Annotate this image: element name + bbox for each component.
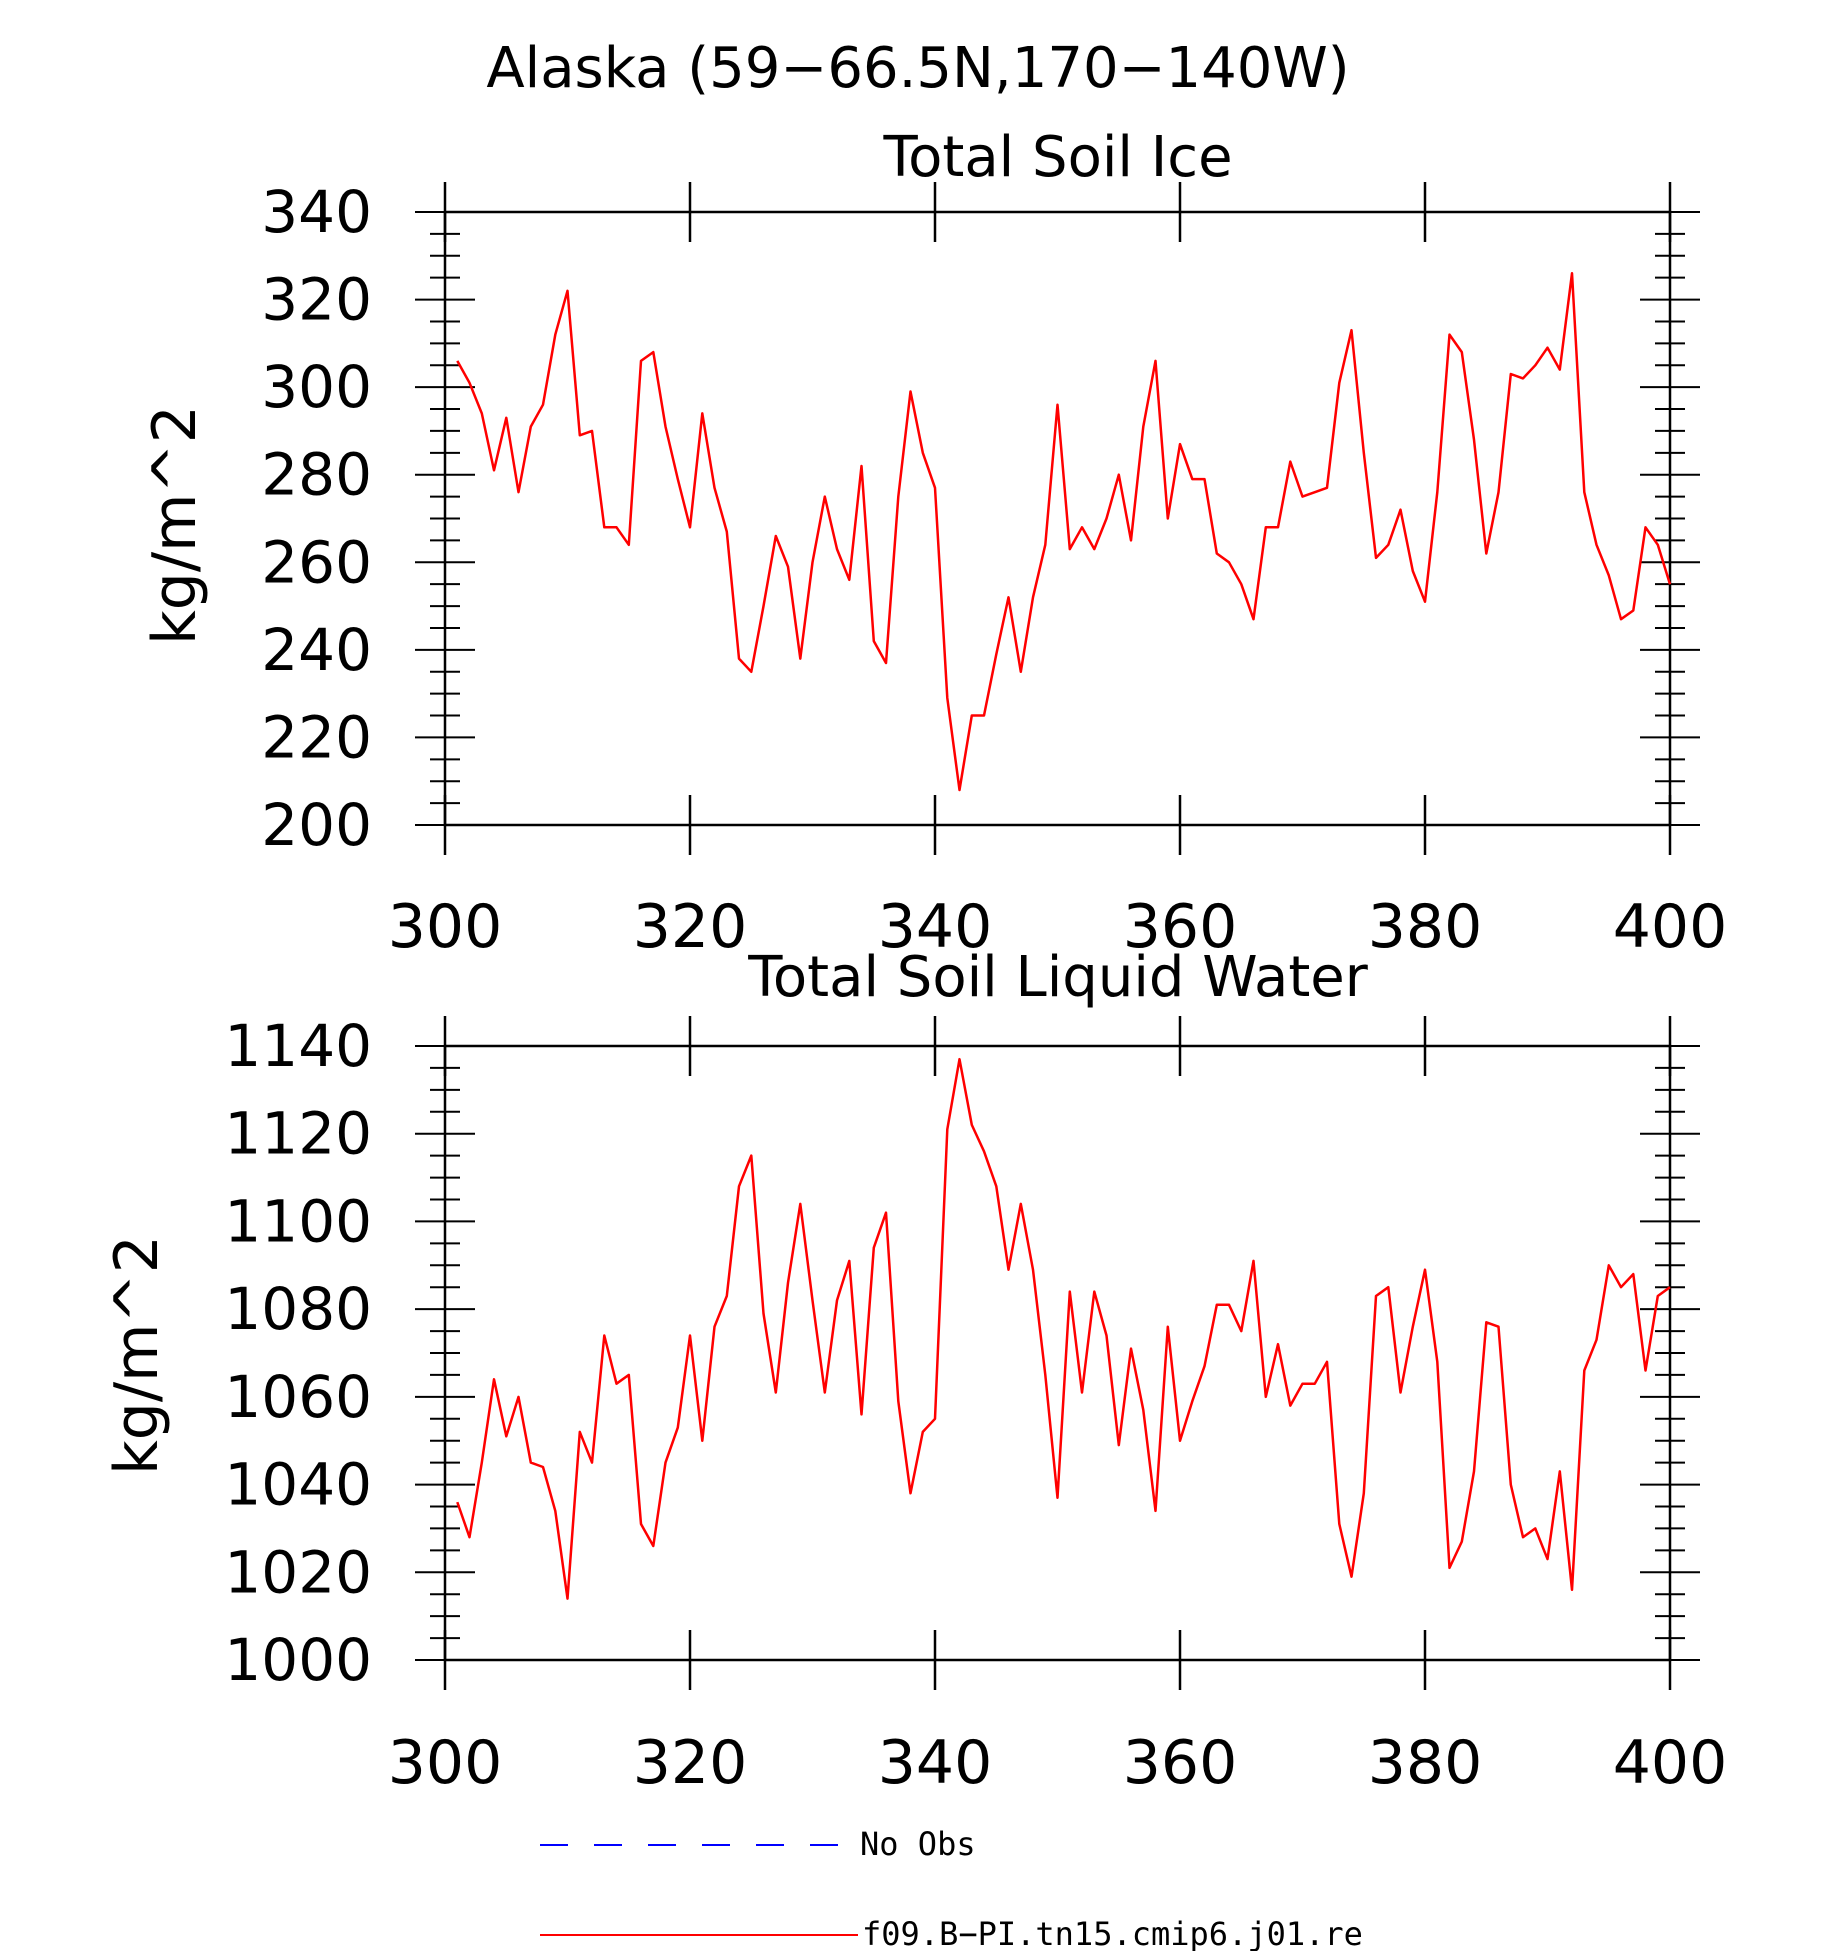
- y-tick-label: 1040: [224, 1451, 372, 1519]
- y-axis-label: kg/m^2: [102, 1235, 172, 1475]
- panel-title: Total Soil Ice: [882, 125, 1232, 190]
- y-tick-label: 240: [261, 616, 372, 684]
- plot-frame: [443, 1044, 1672, 1662]
- y-tick-label: 220: [261, 703, 372, 771]
- x-tick-label: 300: [388, 892, 503, 962]
- x-tick-label: 340: [878, 1728, 993, 1798]
- y-tick-label: 300: [261, 353, 372, 421]
- y-tick-label: 260: [261, 528, 372, 596]
- x-tick-label: 400: [1613, 1728, 1728, 1798]
- x-tick-label: 360: [1123, 1728, 1238, 1798]
- panel-total-soil-liquid-water: Total Soil Liquid Water kg/m^2 1000 1020 104…: [102, 945, 1727, 1798]
- x-tick-label: 380: [1368, 892, 1483, 962]
- y-axis-label: kg/m^2: [140, 405, 210, 645]
- x-tick-label: 400: [1613, 892, 1728, 962]
- y-tick-label: 1080: [224, 1275, 372, 1343]
- series-line: [456, 1057, 1671, 1600]
- x-tick-label: 340: [878, 892, 993, 962]
- series-line: [456, 272, 1672, 792]
- y-tick-label: 340: [261, 178, 372, 246]
- y-tick-label: 200: [261, 791, 372, 859]
- x-tick-label: 320: [633, 892, 748, 962]
- x-tick-label: 360: [1123, 892, 1238, 962]
- y-tick-label: 1020: [224, 1538, 372, 1606]
- x-tick-label: 380: [1368, 1728, 1483, 1798]
- y-tick-label: 1140: [224, 1012, 372, 1080]
- main-title: Alaska (59−66.5N,170−140W): [486, 36, 1349, 101]
- plot-frame: [443, 210, 1672, 827]
- x-tick-label: 320: [633, 1728, 748, 1798]
- panel-title: Total Soil Liquid Water: [747, 945, 1369, 1010]
- y-tick-label: 1000: [224, 1626, 372, 1694]
- y-tick-label: 1100: [224, 1187, 372, 1255]
- y-tick-label: 280: [261, 441, 372, 509]
- panel-total-soil-ice: Total Soil Ice kg/m^2 200 220 240 260 280 300 32…: [140, 125, 1727, 962]
- legend-no-obs-label: No Obs: [860, 1825, 976, 1863]
- legend-model-label: f09.B−PI.tn15.cmip6.j01.re: [862, 1915, 1363, 1951]
- y-tick-label: 1120: [224, 1100, 372, 1168]
- y-tick-label: 1060: [224, 1363, 372, 1431]
- y-tick-label: 320: [261, 266, 372, 334]
- legend: No Obs f09.B−PI.tn15.cmip6.j01.re: [540, 1825, 1363, 1951]
- x-tick-label: 300: [388, 1728, 503, 1798]
